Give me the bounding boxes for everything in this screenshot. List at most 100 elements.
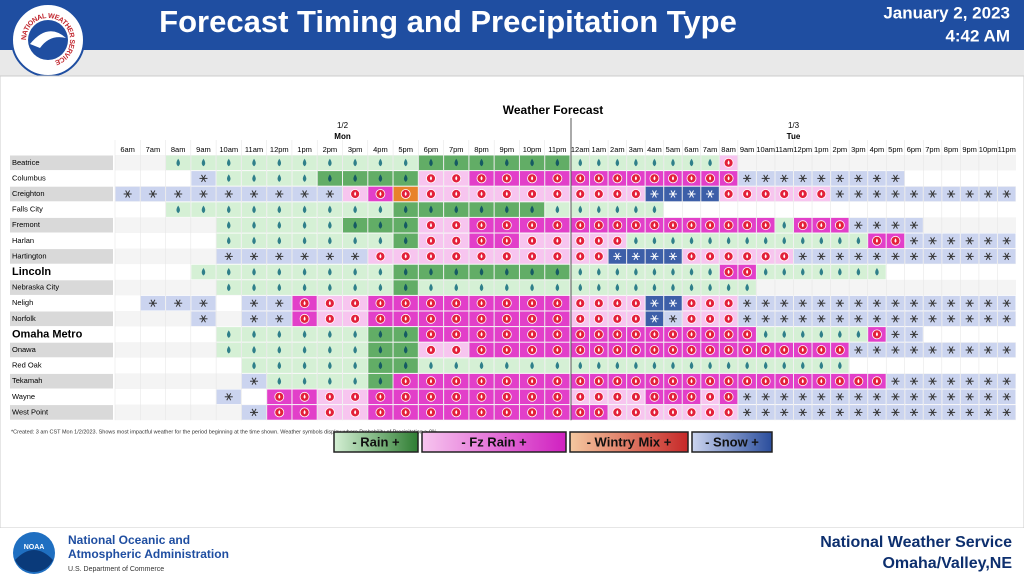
rain-icon (838, 361, 842, 370)
snow-icon (818, 252, 824, 261)
fz-icon-drop (429, 238, 432, 243)
rain-icon (227, 283, 231, 292)
rain-icon (277, 205, 282, 214)
snow-icon (763, 299, 769, 307)
fz-icon-drop (616, 300, 619, 306)
rain-icon (782, 361, 786, 370)
rain-icon (505, 283, 509, 292)
snow-icon (150, 190, 156, 198)
fz-icon-drop (455, 378, 458, 384)
hour-label: 9am (196, 145, 211, 154)
snow-icon (837, 315, 843, 323)
rain-icon (634, 158, 638, 167)
snow-icon (201, 190, 206, 198)
snow-icon (818, 393, 824, 401)
hour-label: 2am (610, 145, 625, 154)
fz-icon-drop (455, 222, 458, 228)
rain-icon (227, 330, 231, 338)
fz-icon-drop (783, 378, 786, 384)
rain-icon (277, 361, 282, 370)
fz-icon-drop (634, 191, 637, 196)
snow-icon (1004, 377, 1010, 385)
rain-icon (378, 361, 383, 370)
snow-icon (614, 252, 620, 261)
snow-icon (874, 221, 880, 229)
fz-icon-drop (746, 191, 749, 196)
snow-icon (327, 252, 333, 261)
rain-icon (726, 283, 731, 292)
snow-icon (670, 299, 676, 307)
hour-label: 1am (592, 145, 607, 154)
fz-icon-drop (634, 347, 637, 352)
fz-icon-drop (404, 191, 407, 196)
rain-icon (634, 283, 638, 292)
snow-icon (893, 190, 898, 198)
rain-icon (615, 361, 620, 370)
rain-icon (302, 158, 307, 167)
town-cell (10, 202, 113, 217)
rain-icon (745, 361, 749, 370)
fz-icon-drop (455, 300, 458, 306)
fz-icon-drop (616, 394, 619, 399)
rain-icon (353, 268, 357, 276)
fz-icon-drop (505, 316, 508, 321)
fz-icon-drop (579, 409, 582, 415)
fz-icon-drop (556, 331, 559, 337)
rain-icon (745, 236, 749, 245)
rain-icon (403, 268, 408, 276)
rain-icon (671, 268, 675, 276)
fz-icon-drop (801, 222, 804, 228)
hour-label: 9pm (962, 145, 977, 154)
snow-icon (948, 190, 954, 198)
fz-icon-drop (746, 378, 749, 384)
town-name: Falls City (12, 205, 43, 214)
rain-icon (615, 205, 620, 214)
town-cell (10, 155, 113, 171)
fz-icon-drop (531, 238, 534, 243)
rain-icon (505, 205, 509, 214)
legend-box (421, 431, 567, 453)
rain-icon (353, 158, 357, 167)
hour-label: 5pm (888, 145, 903, 154)
snow-icon (893, 346, 898, 354)
fz-icon-drop (429, 175, 432, 181)
fz-icon-drop (480, 175, 483, 181)
snow-icon (251, 377, 257, 385)
fz-icon-drop (556, 222, 559, 228)
hour-label: 11pm (548, 145, 566, 154)
snow-icon (763, 393, 769, 401)
rain-icon (530, 268, 534, 276)
town-name: Norfolk (12, 314, 36, 323)
fz-icon-drop (597, 175, 600, 181)
hour-label: 3am (629, 145, 644, 154)
fz-icon-drop (429, 394, 432, 399)
rain-icon (634, 236, 638, 245)
rain-icon (277, 283, 282, 292)
rain-icon (763, 236, 768, 245)
snow-icon (967, 237, 973, 245)
fz-icon-drop (303, 394, 306, 399)
fz-icon-drop (671, 394, 674, 399)
hour-label: 8am (171, 145, 186, 154)
snow-icon (874, 393, 880, 401)
fz-icon-drop (597, 331, 600, 337)
snow-icon (276, 315, 282, 323)
title: Forecast Timing and Precipitation Type (159, 4, 737, 39)
fz-icon-drop (616, 238, 619, 243)
rain-icon (708, 361, 712, 370)
fz-icon-drop (727, 394, 730, 399)
fz-icon-drop (597, 191, 600, 196)
hour-label: 7am (703, 145, 718, 154)
rain-icon (652, 361, 657, 370)
fz-icon-drop (303, 300, 306, 306)
fz-icon-drop (404, 394, 407, 399)
fz-icon-drop (379, 191, 382, 196)
fz-icon-drop (505, 300, 508, 306)
snow-icon (302, 190, 308, 198)
town-name: Lincoln (12, 266, 51, 278)
fz-icon-drop (480, 191, 483, 196)
fz-icon-drop (531, 409, 534, 415)
rain-icon (479, 361, 484, 370)
fz-icon-drop (579, 175, 582, 181)
fz-icon-drop (429, 300, 432, 306)
